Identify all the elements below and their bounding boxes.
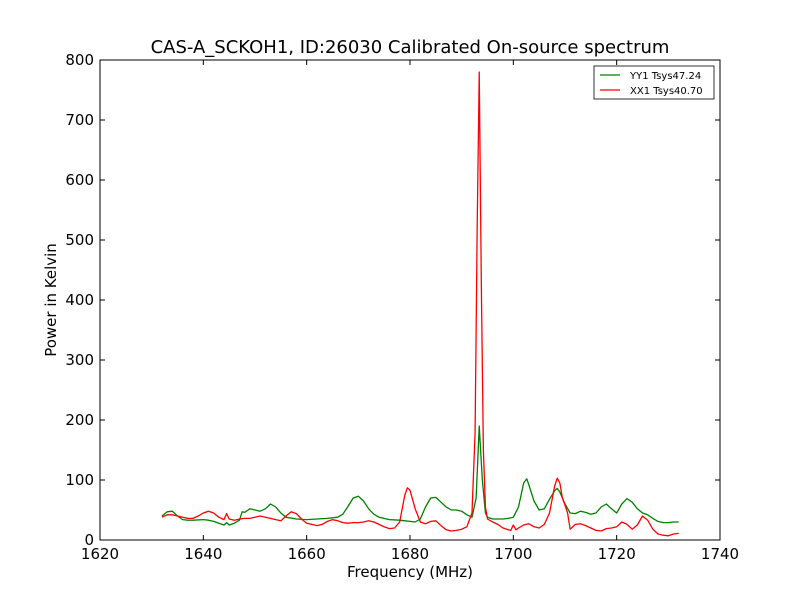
- x-tick-label: 1720: [598, 545, 636, 563]
- series-layer: [161, 71, 679, 537]
- x-tick-label: 1620: [81, 545, 119, 563]
- x-tick-label: 1660: [288, 545, 326, 563]
- series-line-xx1: [161, 71, 679, 537]
- legend: YY1 Tsys47.24 XX1 Tsys40.70: [593, 65, 715, 100]
- series-line-yy1: [161, 425, 679, 526]
- legend-entry-label: YY1 Tsys47.24: [629, 71, 701, 82]
- y-axis-ticks: 0 100 200 300 400 500 600 700 800: [65, 51, 720, 549]
- y-axis-label: Power in Kelvin: [42, 243, 60, 357]
- x-tick-label: 1700: [494, 545, 532, 563]
- y-tick-label: 200: [65, 411, 94, 429]
- y-tick-label: 100: [65, 471, 94, 489]
- chart-title: CAS-A_SCKOH1, ID:26030 Calibrated On-sou…: [151, 37, 670, 58]
- y-tick-label: 700: [65, 111, 94, 129]
- legend-box: [593, 65, 715, 100]
- x-axis-label: Frequency (MHz): [347, 563, 473, 581]
- x-tick-label: 1640: [184, 545, 222, 563]
- plot-frame: [99, 59, 721, 541]
- y-tick-label: 0: [84, 531, 94, 549]
- x-tick-label: 1680: [391, 545, 429, 563]
- y-tick-label: 500: [65, 231, 94, 249]
- x-tick-label: 1740: [701, 545, 739, 563]
- legend-entry-label: XX1 Tsys40.70: [630, 86, 703, 97]
- plot-area: [100, 60, 720, 540]
- y-tick-label: 300: [65, 351, 94, 369]
- y-tick-label: 400: [65, 291, 94, 309]
- y-tick-label: 600: [65, 171, 94, 189]
- x-axis-ticks: 1620 1640 1660 1680 1700 1720 1740: [81, 60, 739, 563]
- y-tick-label: 800: [65, 51, 94, 69]
